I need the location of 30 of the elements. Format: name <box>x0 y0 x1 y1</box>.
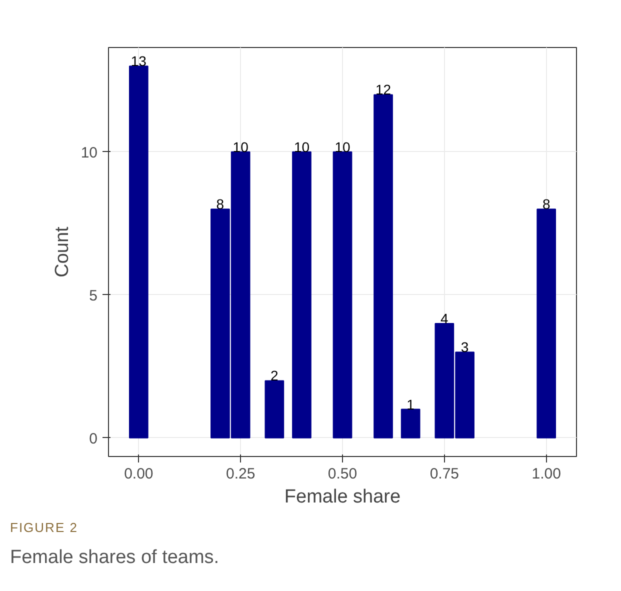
y-tick-label: 0 <box>89 430 98 448</box>
y-tick-label: 10 <box>80 144 98 162</box>
data-label: 8 <box>216 196 224 212</box>
data-label: 8 <box>542 196 550 212</box>
bar <box>264 380 284 438</box>
bar <box>536 208 556 438</box>
data-label: 4 <box>440 310 449 327</box>
text: Female shares of teams. <box>10 546 220 570</box>
data-label: 10 <box>232 138 249 155</box>
bar <box>374 94 393 438</box>
x-axis-title: Female share <box>284 486 401 508</box>
x-tick-label: 1.00 <box>532 466 561 482</box>
bar <box>292 151 312 438</box>
data-label: 1 <box>406 396 415 412</box>
bar <box>400 408 420 438</box>
caption: FIGURE 2 <box>10 519 79 537</box>
data-label: 10 <box>334 138 350 155</box>
data-label: 10 <box>294 138 310 155</box>
data-label: 2 <box>270 368 279 384</box>
data-label: 3 <box>460 339 469 356</box>
y-tick-label: 5 <box>89 287 98 304</box>
y-axis-title: Count <box>52 226 73 278</box>
x-tick-label: 0.25 <box>226 466 256 482</box>
bar <box>332 151 352 438</box>
data-label: 12 <box>375 82 392 98</box>
x-tick-label: 0.00 <box>124 466 154 482</box>
x-tick-label: 0.50 <box>328 466 358 482</box>
bar <box>128 66 148 438</box>
x-tick-label: 0.75 <box>430 466 460 482</box>
data-label: 13 <box>130 53 147 70</box>
